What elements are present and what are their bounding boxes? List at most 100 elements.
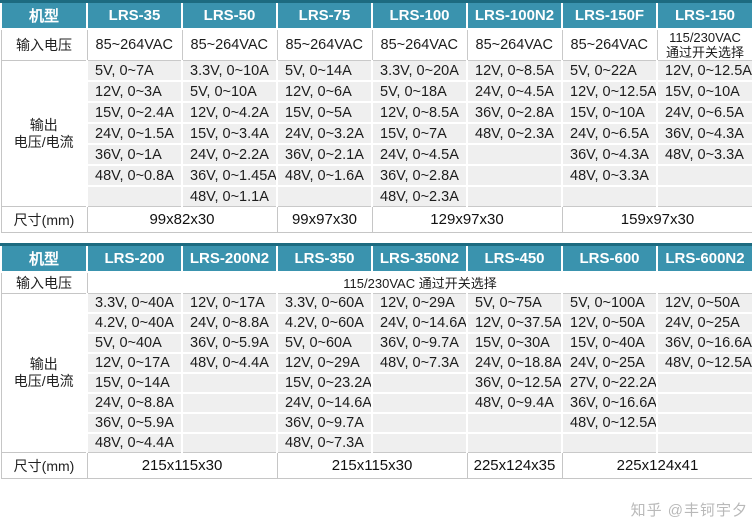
input-voltage-cell: 115/230VAC 通过开关选择 bbox=[656, 28, 752, 61]
output-cell bbox=[466, 432, 563, 453]
model-header-cell: LRS-150F bbox=[561, 0, 658, 30]
output-cell bbox=[561, 185, 658, 207]
output-cell: 15V, 0~10A bbox=[656, 80, 752, 103]
output-cell: 36V, 0~9.7A bbox=[276, 412, 373, 434]
output-cell bbox=[561, 432, 658, 453]
input-voltage-cell: 85~264VAC bbox=[371, 28, 468, 61]
output-cell bbox=[86, 185, 183, 207]
model-header-cell: LRS-350 bbox=[276, 243, 373, 273]
output-cell bbox=[466, 185, 563, 207]
output-cell: 48V, 0~12.5A bbox=[656, 352, 752, 374]
output-cell: 15V, 0~10A bbox=[561, 101, 658, 124]
output-cell: 15V, 0~2.4A bbox=[86, 101, 183, 124]
output-cell: 5V, 0~40A bbox=[86, 332, 183, 354]
output-cell: 48V, 0~12.5A bbox=[561, 412, 658, 434]
output-cell: 48V, 0~1.1A bbox=[181, 185, 278, 207]
output-cell: 15V, 0~30A bbox=[466, 332, 563, 354]
output-cell bbox=[181, 392, 278, 414]
output-cell: 36V, 0~16.6A bbox=[561, 392, 658, 414]
model-header-cell: LRS-200N2 bbox=[181, 243, 278, 273]
output-cell: 5V, 0~75A bbox=[466, 293, 563, 314]
output-cell: 12V, 0~17A bbox=[86, 352, 183, 374]
output-cell: 15V, 0~14A bbox=[86, 372, 183, 394]
output-cell: 48V, 0~7.3A bbox=[371, 352, 468, 374]
power-supply-spec-table: 机型 LRS-200 LRS-200N2 LRS-350 LRS-350N2 LRS-45… bbox=[0, 243, 752, 479]
output-cell bbox=[466, 164, 563, 187]
dimensions-cell: 159x97x30 bbox=[561, 206, 752, 233]
power-supply-spec-table: 机型 LRS-35 LRS-50 LRS-75 LRS-100 LRS-100N2 LRS-… bbox=[0, 0, 752, 233]
output-cell: 48V, 0~4.4A bbox=[86, 432, 183, 453]
output-cell: 12V, 0~8.5A bbox=[371, 101, 468, 124]
dimensions-cell: 215x115x30 bbox=[276, 452, 468, 479]
input-voltage-label: 输入电压 bbox=[0, 28, 88, 61]
output-voltage-current-label: 输出 电压/电流 bbox=[0, 293, 88, 453]
output-cell: 3.3V, 0~20A bbox=[371, 60, 468, 82]
output-cell: 36V, 0~5.9A bbox=[181, 332, 278, 354]
output-cell: 36V, 0~9.7A bbox=[371, 332, 468, 354]
output-cell: 24V, 0~14.6A bbox=[276, 392, 373, 414]
output-cell bbox=[656, 412, 752, 434]
input-voltage-label: 输入电压 bbox=[0, 271, 88, 294]
output-cell: 5V, 0~7A bbox=[86, 60, 183, 82]
output-cell bbox=[276, 185, 373, 207]
output-cell: 48V, 0~4.4A bbox=[181, 352, 278, 374]
output-cell: 48V, 0~2.3A bbox=[466, 122, 563, 145]
output-cell: 24V, 0~4.5A bbox=[466, 80, 563, 103]
output-cell bbox=[656, 432, 752, 453]
output-cell: 12V, 0~50A bbox=[656, 293, 752, 314]
watermark: 知乎 @丰钶宇夕 bbox=[630, 502, 748, 519]
model-header-cell: LRS-75 bbox=[276, 0, 373, 30]
output-cell bbox=[181, 432, 278, 453]
output-cell: 36V, 0~2.1A bbox=[276, 143, 373, 166]
output-cell: 5V, 0~14A bbox=[276, 60, 373, 82]
output-cell: 3.3V, 0~10A bbox=[181, 60, 278, 82]
input-voltage-cell: 85~264VAC bbox=[466, 28, 563, 61]
model-header-cell: LRS-200 bbox=[86, 243, 183, 273]
output-cell: 36V, 0~1.45A bbox=[181, 164, 278, 187]
input-voltage-cell: 115/230VAC 通过开关选择 bbox=[86, 271, 752, 294]
output-cell: 36V, 0~16.6A bbox=[656, 332, 752, 354]
output-cell: 12V, 0~37.5A bbox=[466, 312, 563, 334]
output-cell: 36V, 0~2.8A bbox=[466, 101, 563, 124]
output-cell: 24V, 0~8.8A bbox=[181, 312, 278, 334]
output-cell bbox=[371, 432, 468, 453]
output-cell: 36V, 0~4.3A bbox=[656, 122, 752, 145]
output-cell: 3.3V, 0~40A bbox=[86, 293, 183, 314]
output-cell: 15V, 0~7A bbox=[371, 122, 468, 145]
output-cell: 24V, 0~8.8A bbox=[86, 392, 183, 414]
model-column-header: 机型 bbox=[0, 243, 88, 273]
output-cell: 24V, 0~18.8A bbox=[466, 352, 563, 374]
output-cell bbox=[656, 392, 752, 414]
dimensions-label: 尺寸(mm) bbox=[0, 452, 88, 479]
output-cell: 36V, 0~2.8A bbox=[371, 164, 468, 187]
output-cell: 27V, 0~22.2A bbox=[561, 372, 658, 394]
dimensions-cell: 215x115x30 bbox=[86, 452, 278, 479]
model-header-cell: LRS-600N2 bbox=[656, 243, 752, 273]
model-header-cell: LRS-100 bbox=[371, 0, 468, 30]
output-cell: 24V, 0~3.2A bbox=[276, 122, 373, 145]
output-cell: 48V, 0~9.4A bbox=[466, 392, 563, 414]
output-cell: 3.3V, 0~60A bbox=[276, 293, 373, 314]
output-cell bbox=[371, 392, 468, 414]
output-cell: 12V, 0~3A bbox=[86, 80, 183, 103]
output-cell: 48V, 0~7.3A bbox=[276, 432, 373, 453]
output-cell: 12V, 0~4.2A bbox=[181, 101, 278, 124]
output-cell: 24V, 0~25A bbox=[656, 312, 752, 334]
output-cell: 4.2V, 0~60A bbox=[276, 312, 373, 334]
output-cell: 5V, 0~22A bbox=[561, 60, 658, 82]
output-cell bbox=[656, 164, 752, 187]
output-cell: 5V, 0~10A bbox=[181, 80, 278, 103]
output-cell: 24V, 0~6.5A bbox=[561, 122, 658, 145]
output-cell: 12V, 0~17A bbox=[181, 293, 278, 314]
output-cell: 12V, 0~12.5A bbox=[656, 60, 752, 82]
output-cell bbox=[371, 372, 468, 394]
model-header-cell: LRS-35 bbox=[86, 0, 183, 30]
output-cell: 5V, 0~100A bbox=[561, 293, 658, 314]
output-cell: 12V, 0~6A bbox=[276, 80, 373, 103]
dimensions-cell: 225x124x35 bbox=[466, 452, 563, 479]
output-cell bbox=[466, 143, 563, 166]
output-cell: 15V, 0~40A bbox=[561, 332, 658, 354]
model-column-header: 机型 bbox=[0, 0, 88, 30]
output-cell: 36V, 0~12.5A bbox=[466, 372, 563, 394]
